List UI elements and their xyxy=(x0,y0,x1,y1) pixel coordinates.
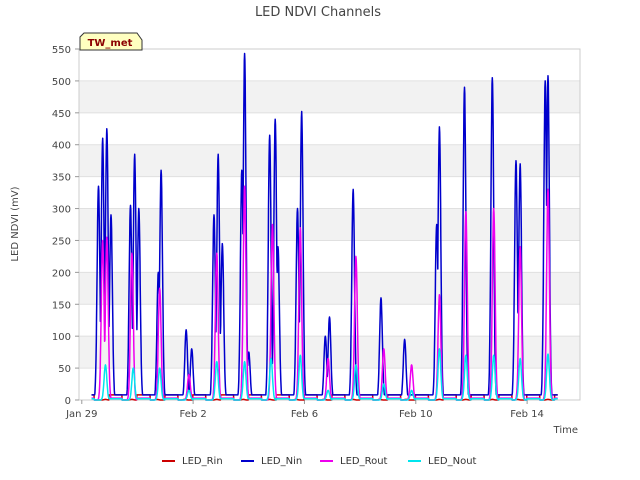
legend-item-led-nout: LED_Nout xyxy=(408,456,477,467)
grid-band xyxy=(79,80,580,113)
legend-item-led-rout: LED_Rout xyxy=(320,456,388,467)
y-tick-label: 500 xyxy=(52,77,71,88)
series-layer xyxy=(91,52,559,401)
legend: LED_Rin LED_Nin LED_Rout LED_Nout xyxy=(162,456,477,467)
series-line-led-nin xyxy=(91,52,559,396)
y-tick-label: 550 xyxy=(52,45,71,56)
y-tick-label: 250 xyxy=(52,236,71,247)
grid-band xyxy=(79,144,580,177)
x-tick-label: Feb 6 xyxy=(291,409,318,420)
legend-label: LED_Rout xyxy=(340,456,388,467)
badge-text: TW_met xyxy=(88,38,133,49)
y-tick-label: 200 xyxy=(52,268,71,279)
x-tick-label: Feb 2 xyxy=(179,409,206,420)
x-tick-label: Jan 29 xyxy=(65,409,97,420)
y-tick-label: 450 xyxy=(52,109,71,120)
badge-shape xyxy=(79,32,143,51)
grid-band xyxy=(79,208,580,241)
y-tick-label: 400 xyxy=(52,141,71,152)
y-tick-label: 150 xyxy=(52,300,71,311)
y-tick-label: 50 xyxy=(58,364,71,375)
x-axis-label: Time xyxy=(553,425,578,436)
y-tick-label: 300 xyxy=(52,205,71,216)
legend-item-led-nin: LED_Nin xyxy=(241,456,302,467)
y-axis-label: LED NDVI (mV) xyxy=(10,186,21,261)
series-line-led-nout xyxy=(91,348,559,401)
y-tick-label: 100 xyxy=(52,332,71,343)
legend-item-led-rin: LED_Rin xyxy=(162,456,223,467)
x-tick-label: Feb 10 xyxy=(399,409,433,420)
grid-band xyxy=(79,272,580,305)
tw-met-badge: TW_met xyxy=(79,32,143,51)
y-axis-ticks: 0 50 100 150 200 250 300 350 400 450 500 550 xyxy=(52,45,79,407)
grid-bands xyxy=(79,80,580,369)
legend-label: LED_Rin xyxy=(182,456,223,467)
y-tick-label: 350 xyxy=(52,173,71,184)
legend-label: LED_Nin xyxy=(261,456,302,467)
chart-title: LED NDVI Channels xyxy=(255,5,381,20)
x-axis-ticks: Jan 29 Feb 2 Feb 6 Feb 10 Feb 14 xyxy=(65,400,544,420)
y-tick-label: 0 xyxy=(65,396,71,407)
x-tick-label: Feb 14 xyxy=(510,409,544,420)
legend-label: LED_Nout xyxy=(428,456,477,467)
